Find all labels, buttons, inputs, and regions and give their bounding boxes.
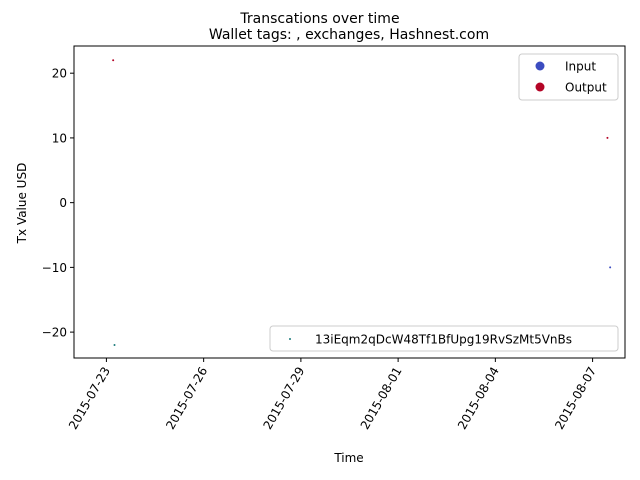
legend-marker <box>535 61 545 71</box>
x-tick-label: 2015-08-04 <box>455 365 502 432</box>
data-point-address <box>113 344 116 347</box>
data-point-output <box>112 59 115 62</box>
x-axis-label: Time <box>333 451 363 465</box>
legend-marker <box>289 338 291 340</box>
legend-label: 13iEqm2qDcW48Tf1BfUpg19RvSzMt5VnBs <box>315 333 572 347</box>
axes-frame <box>73 45 626 359</box>
chart-suptitle: Transcations over time <box>239 11 399 27</box>
data-point-output <box>606 136 609 139</box>
legend-label: Output <box>565 81 607 95</box>
y-tick-label: −10 <box>42 261 67 275</box>
y-tick-label: 20 <box>52 67 67 81</box>
x-tick-label: 2015-07-29 <box>260 365 307 432</box>
x-tick-label: 2015-07-26 <box>163 365 210 432</box>
y-tick-label: 10 <box>52 131 67 145</box>
chart-title: Wallet tags: , exchanges, Hashnest.com <box>209 27 489 43</box>
y-tick-label: −20 <box>42 326 67 340</box>
x-tick-label: 2015-07-23 <box>66 365 113 432</box>
plot-area: 20 10 0 −10 −20 2015-07-23 2015-07-26 2015-07-2… <box>42 45 626 432</box>
x-tick-label: 2015-08-01 <box>358 365 405 432</box>
legend-label: Input <box>565 60 596 74</box>
data-point-input <box>609 266 612 269</box>
legend-box <box>269 325 619 352</box>
legend-lower-right: 13iEqm2qDcW48Tf1BfUpg19RvSzMt5VnBs <box>269 325 619 352</box>
y-tick-label: 0 <box>59 196 67 210</box>
legend-marker <box>535 82 545 92</box>
y-axis-label: Tx Value USD <box>15 163 29 245</box>
legend-upper-right: Input Output <box>518 53 619 101</box>
x-tick-label: 2015-08-07 <box>552 365 599 432</box>
